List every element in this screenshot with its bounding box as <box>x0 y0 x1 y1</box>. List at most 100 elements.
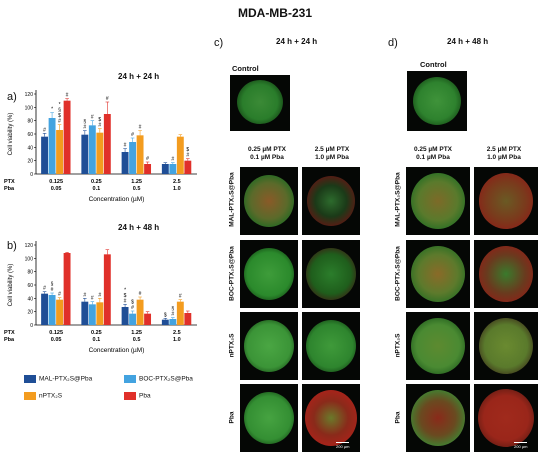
chart-b-xtick-pba-0: 0.05 <box>51 337 62 343</box>
panel-c-row-nptx: nPTX₂S <box>228 333 236 358</box>
panel-c-letter: c) <box>214 37 224 49</box>
chart-a-xtick-pba-3: 1.0 <box>173 186 181 192</box>
chart-b-bar-2-3 <box>144 313 152 325</box>
chart-b-bar-1-2 <box>96 302 104 325</box>
chart-a-xtick-pba-0: 0.05 <box>51 186 62 192</box>
chart-b-ytick-label-3: 60 <box>27 283 33 289</box>
chart-b-annot-2-2-0: # <box>139 291 142 297</box>
chart-b-annot-1-2-0: # <box>98 292 101 298</box>
chart-b-annot-2-0-2: # <box>124 298 127 304</box>
panel-d-control-label: Control <box>420 60 447 69</box>
chart-b-annot-2-1-0: $ <box>131 300 134 306</box>
panel-c-scalebar-line <box>336 442 350 443</box>
chart-a-row-label-pba: Pba <box>4 186 15 192</box>
chart-a-ytick-label-5: 100 <box>25 105 34 111</box>
chart-a-annot-0-0-0: # <box>43 127 46 133</box>
panel-d-scalebar-line <box>514 442 528 443</box>
panel-d-col-high-line1: 2.5 µM PTX <box>486 146 522 153</box>
panel-d-title: 24 h + 48 h <box>447 37 489 46</box>
legend-item-boc: BOC-PTX₂S@Pba <box>124 375 193 383</box>
chart-b-bar-0-0 <box>41 293 49 325</box>
chart-a-annot-0-3-0: # <box>66 93 69 99</box>
chart-a-xlabel: Concentration (µM) <box>89 196 145 203</box>
panel-d-scalebar: 200 µm <box>514 442 528 449</box>
chart-a-ytick-label-3: 60 <box>27 132 33 138</box>
chart-a-bar-1-2 <box>96 132 104 174</box>
chart-a-bar-0-1 <box>48 118 56 174</box>
chart-a-ytick-label-2: 40 <box>27 145 33 151</box>
panel-c-image-mal-low <box>240 167 298 235</box>
chart-a-bar-2-0 <box>121 152 129 174</box>
chart-a-bar-1-1 <box>88 125 96 174</box>
panel-d-image-boc-low <box>406 240 470 308</box>
panel-b-title: 24 h + 48 h <box>118 223 160 232</box>
legend-label-nptx: nPTX₂S <box>39 392 63 400</box>
legend-item-nptx: nPTX₂S <box>24 392 62 400</box>
chart-b-ytick-label-1: 20 <box>27 310 33 316</box>
chart-b-xtick-pba-2: 0.5 <box>133 337 141 343</box>
chart-a-annot-1-0-1: # <box>83 125 86 131</box>
chart-b-xtick-ptx-3: 2.5 <box>173 330 181 336</box>
chart-b-annot-3-1-1: # <box>171 312 174 318</box>
panel-d-row-boc: BOC-PTX₂S@Pba <box>394 246 402 301</box>
panel-c-image-mal-high <box>302 167 360 235</box>
legend-item-pba: Pba <box>124 392 151 400</box>
chart-b-bar-1-1 <box>88 304 96 325</box>
chart-a-bar-3-3 <box>184 160 192 174</box>
panel-c-row-boc: BOC-PTX₂S@Pba <box>228 246 236 301</box>
panel-d-image-nptx-high <box>474 312 538 380</box>
chart-a-annot-1-2-0: $ <box>98 117 101 123</box>
panel-c-col-low: 0.25 µM PTX 0.1 µM Pba <box>238 146 296 162</box>
chart-a-annot-0-2-3: # <box>58 119 61 125</box>
chart-b-xtick-ptx-0: 0.125 <box>49 330 63 336</box>
chart-b-bar-2-0 <box>121 307 129 325</box>
chart-a-xtick-ptx-3: 2.5 <box>173 179 181 185</box>
chart-a-xtick-ptx-1: 0.25 <box>91 179 102 185</box>
panel-d-scalebar-label: 200 µm <box>514 444 528 449</box>
chart-b-annot-0-1-1: # <box>51 287 54 293</box>
chart-a-xtick-ptx-0: 0.125 <box>49 179 63 185</box>
chart-b-bar-3-1 <box>169 319 177 325</box>
panel-c-image-boc-high <box>302 240 360 308</box>
panel-d-col-low-line2: 0.1 µM Pba <box>416 154 450 161</box>
chart-a-bar-3-2 <box>176 136 184 174</box>
panel-c-col-high-line2: 1.0 µM Pba <box>315 154 349 161</box>
chart-a-ytick-label-4: 80 <box>27 119 33 125</box>
panel-c-col-high: 2.5 µM PTX 1.0 µM Pba <box>303 146 361 162</box>
panel-d-image-pba-low <box>406 384 470 452</box>
chart-a-bar-2-2 <box>136 135 144 174</box>
panel-d-image-mal-low <box>406 167 470 235</box>
chart-a-ytick-label-6: 120 <box>25 92 34 98</box>
panel-c-image-pba-low <box>240 384 298 452</box>
chart-b-annot-3-2-0: # <box>179 294 182 300</box>
chart-a-bar-1-3 <box>103 114 111 174</box>
chart-a-annot-3-3-0: $ <box>186 147 189 153</box>
chart-b-bar-2-2 <box>136 299 144 325</box>
legend-swatch-pba <box>124 392 136 400</box>
chart-b-row-label-ptx: PTX <box>4 330 15 336</box>
panel-d-col-high-line2: 1.0 µM Pba <box>487 154 521 161</box>
chart-b-xtick-ptx-1: 0.25 <box>91 330 102 336</box>
chart-b-ytick-label-2: 40 <box>27 296 33 302</box>
panel-c-col-low-line2: 0.1 µM Pba <box>250 154 284 161</box>
chart-a-bar-2-1 <box>129 142 137 174</box>
panel-c-control-image <box>230 75 290 131</box>
chart-b-bar-2-1 <box>129 313 137 325</box>
chart-a-bar-2-3 <box>144 164 152 174</box>
chart-a-annot-0-1-0: * <box>51 107 53 113</box>
panel-d-col-low: 0.25 µM PTX 0.1 µM Pba <box>404 146 462 162</box>
chart-a-annot-1-3-0: # <box>106 96 109 102</box>
chart-a-annot-0-2-2: $ <box>58 113 61 119</box>
panel-c-scalebar-label: 200 µm <box>336 444 350 449</box>
panel-c-control-label: Control <box>232 64 259 73</box>
chart-b-ytick-label-5: 100 <box>25 256 34 262</box>
panel-c-scalebar: 200 µm <box>336 442 350 449</box>
panel-a-title: 24 h + 24 h <box>118 72 160 81</box>
panel-c-image-nptx-high <box>302 312 360 380</box>
panel-d-image-boc-high <box>474 240 538 308</box>
panel-c-image-nptx-low <box>240 312 298 380</box>
panel-c-image-boc-low <box>240 240 298 308</box>
figure-title: MDA-MB-231 <box>237 6 312 20</box>
chart-b-bar-3-2 <box>176 301 184 325</box>
panel-d-row-pba: Pba <box>394 411 402 424</box>
